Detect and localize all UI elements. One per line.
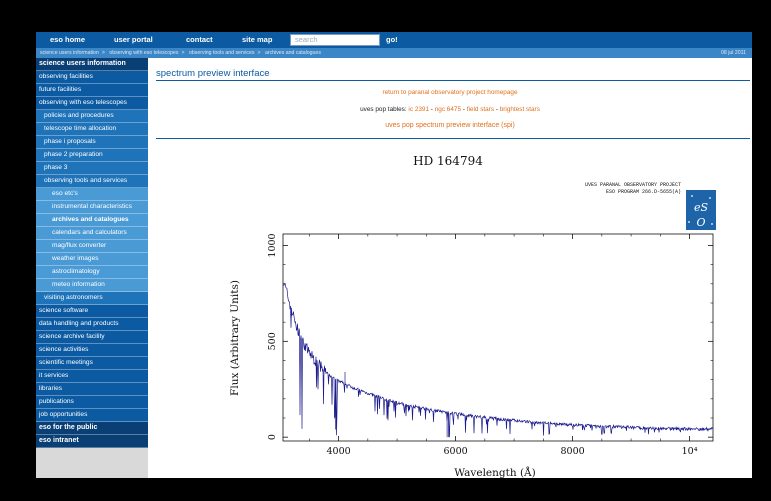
x-tick-label: 8000 [560,446,584,457]
nav-contact[interactable]: contact [186,35,213,44]
page-date: 08 jul 2011 [721,50,746,56]
breadcrumb-item[interactable]: observing with eso telescopes [109,50,179,56]
y-tick-label: 0 [267,434,278,440]
sidebar-item[interactable]: calendars and calculators [36,227,148,240]
sidebar-item[interactable]: phase 3 [36,162,148,175]
sidebar-item[interactable]: telescope time allocation [36,123,148,136]
pop-link-brightest-stars[interactable]: brightest stars [499,106,540,113]
link-separator: - [494,106,500,113]
sidebar-item[interactable]: science software [36,305,148,318]
chart-title: HD 164794 [413,154,483,168]
sidebar-item[interactable]: job opportunities [36,409,148,422]
pop-link-ngc6475[interactable]: ngc 6475 [434,106,462,113]
sidebar-item[interactable]: instrumental characteristics [36,201,148,214]
y-tick-label: 1000 [267,233,278,257]
sidebar-item[interactable]: observing tools and services [36,175,148,188]
spectrum-line [282,282,714,438]
sidebar-item[interactable]: meteo information [36,279,148,292]
sidebar-item[interactable]: libraries [36,383,148,396]
x-axis-label: Wavelength (Å) [454,465,535,478]
x-tick-label: 10⁴ [682,446,698,457]
sidebar-item[interactable]: observing facilities [36,71,148,84]
sidebar-item[interactable]: eso for the public [36,422,148,435]
spi-link[interactable]: uves pop spectrum preview interface (spi… [385,122,515,129]
breadcrumb-item[interactable]: archives and catalogues [264,50,321,56]
pop-tables-line: uves pop tables: ic 2391 - ngc 6475 - fi… [148,106,752,113]
sidebar-item[interactable]: phase 2 preparation [36,149,148,162]
axis-tick-labels: 4000 6000 8000 10⁴ 0 500 1000 [267,233,698,457]
y-axis-label: Flux (Arbitrary Units) [229,280,241,396]
link-separator: - [461,106,467,113]
sidebar-item[interactable]: eso intranet [36,435,148,448]
sidebar-item[interactable]: science activities [36,344,148,357]
spectrum-plot: HD 164794 UVES PARANAL OBSERVATORY PROJE… [229,154,716,478]
sidebar-item[interactable]: future facilities [36,84,148,97]
search-input[interactable]: search [290,34,380,46]
svg-text:O: O [696,216,705,229]
nav-user-portal[interactable]: user portal [114,35,153,44]
top-navigation: eso home user portal contact site map se… [36,32,752,48]
sidebar-item[interactable]: publications [36,396,148,409]
sidebar-item[interactable]: policies and procedures [36,110,148,123]
breadcrumb-separator: > [257,50,261,56]
x-tick-label: 6000 [443,446,467,457]
axis-ticks [283,234,713,441]
sidebar-item[interactable]: data handling and products [36,318,148,331]
breadcrumb-item[interactable]: science users information [40,50,99,56]
chart-header-line-1: UVES PARANAL OBSERVATORY PROJECT [585,182,681,188]
section-divider [156,138,750,139]
pop-tables-label: uves pop tables: [360,106,409,113]
breadcrumb: science users information > observing wit… [36,48,752,58]
return-homepage-link[interactable]: return to paranal observatory project ho… [382,89,518,96]
sidebar-item[interactable]: weather images [36,253,148,266]
sidebar-item[interactable]: it services [36,370,148,383]
link-separator: - [429,106,435,113]
sidebar-menu: science users information observing facil… [36,58,148,478]
sidebar-item[interactable]: astroclimatology [36,266,148,279]
breadcrumb-separator: > [101,50,105,56]
sidebar-item[interactable]: eso etc's [36,188,148,201]
sidebar-item[interactable]: visiting astronomers [36,292,148,305]
title-divider [156,80,750,81]
plot-frame [282,233,714,442]
sidebar-item[interactable]: mag/flux converter [36,240,148,253]
browser-page: eso home user portal contact site map se… [36,32,752,478]
sidebar-item[interactable]: scientific meetings [36,357,148,370]
breadcrumb-item[interactable]: observing tools and services [189,50,255,56]
page-title: spectrum preview interface [156,68,270,79]
nav-site-map[interactable]: site map [242,35,273,44]
sidebar-item[interactable]: observing with eso telescopes [36,97,148,110]
sidebar-item[interactable]: science users information [36,58,148,71]
nav-eso-home[interactable]: eso home [50,35,86,44]
sidebar-item[interactable]: science archive facility [36,331,148,344]
spectrum-series [282,282,714,438]
sidebar-item[interactable]: phase i proposals [36,136,148,149]
breadcrumb-separator: > [181,50,185,56]
y-tick-label: 500 [267,332,278,350]
pop-link-field-stars[interactable]: field stars [466,106,495,113]
pop-link-ic2391[interactable]: ic 2391 [408,106,430,113]
sidebar-item[interactable]: archives and catalogues [36,214,148,227]
main-content: spectrum preview interface return to par… [148,58,752,478]
search-go-button[interactable]: go! [386,35,398,44]
x-tick-label: 4000 [326,446,350,457]
chart-header-line-2: ESO PROGRAM 266.D-5655(A) [606,189,681,195]
svg-text:eS: eS [694,201,709,214]
eso-logo-icon: eS O [686,190,716,230]
